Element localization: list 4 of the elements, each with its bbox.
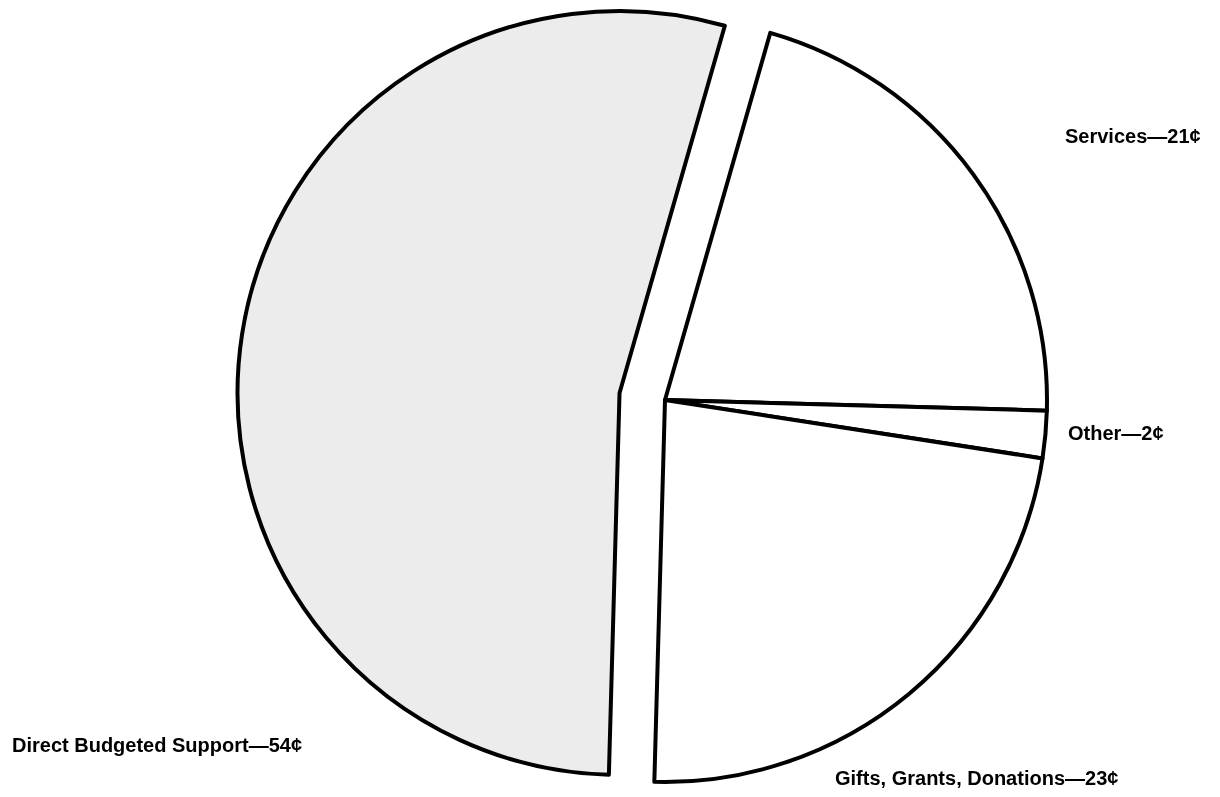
slice-label: Other—2¢ [1068,422,1164,444]
slice-label: Direct Budgeted Support—54¢ [12,734,303,756]
slice-label: Gifts, Grants, Donations—23¢ [835,767,1119,789]
slice-label: Services—21¢ [1065,125,1201,147]
